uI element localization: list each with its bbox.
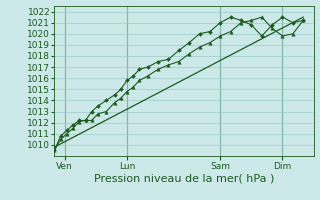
X-axis label: Pression niveau de la mer( hPa ): Pression niveau de la mer( hPa ) (94, 173, 274, 183)
